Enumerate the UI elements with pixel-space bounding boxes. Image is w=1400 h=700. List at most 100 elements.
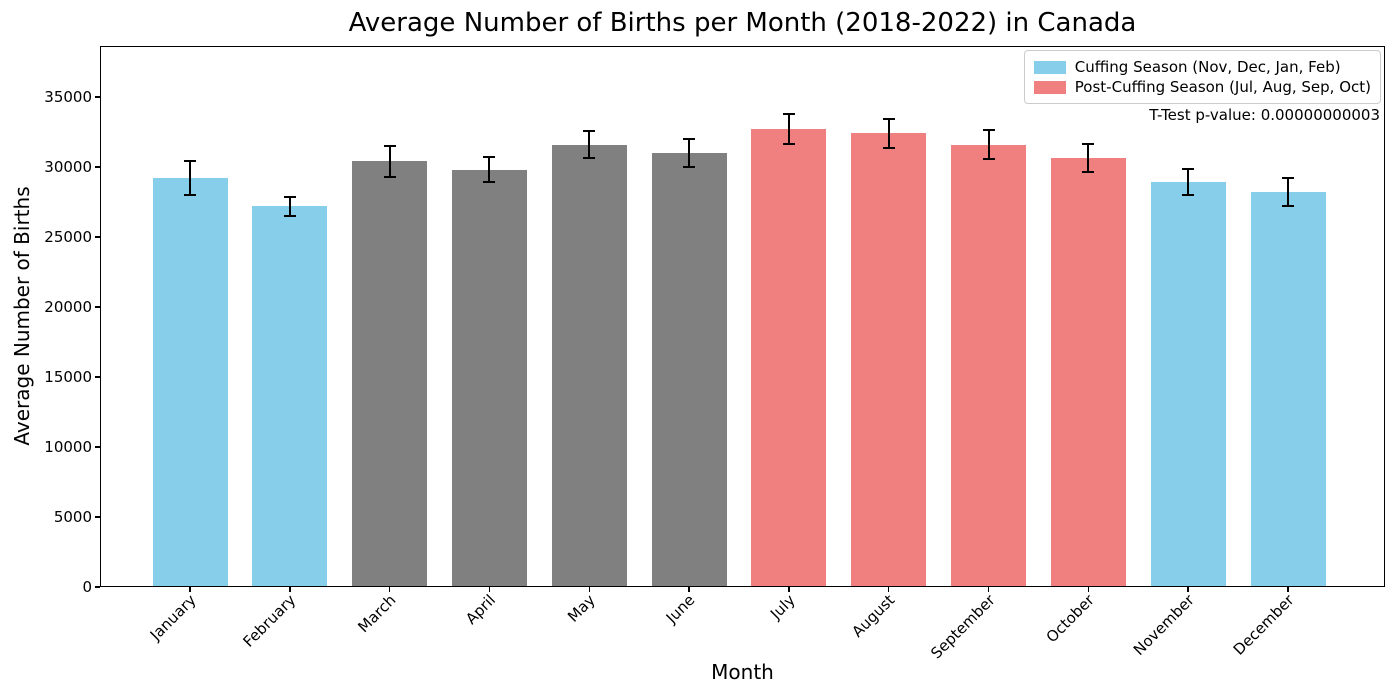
bar-august <box>851 133 927 587</box>
legend-entry-post-cuffing: Post-Cuffing Season (Jul, Aug, Sep, Oct) <box>1033 77 1371 97</box>
y-tick-label-35000: 35000 <box>44 88 92 107</box>
x-tick-mark-may <box>588 587 591 592</box>
legend-label-cuffing: Cuffing Season (Nov, Dec, Jan, Feb) <box>1074 58 1341 76</box>
x-tick-mark-march <box>388 587 391 592</box>
error-bar-cap-lower-february <box>283 214 296 217</box>
bar-may <box>551 144 627 587</box>
x-tick-mark-april <box>488 587 491 592</box>
error-bar-cap-lower-november <box>1182 194 1195 197</box>
x-tick-label-may: May <box>564 591 599 626</box>
error-bar-cap-upper-february <box>283 196 296 199</box>
bar-september <box>951 144 1027 587</box>
x-tick-label-june: June <box>662 591 699 627</box>
y-tick-mark-10000 <box>95 446 100 448</box>
x-tick-label-february: February <box>239 591 300 651</box>
y-tick-mark-15000 <box>95 376 100 378</box>
x-tick-mark-june <box>688 587 690 592</box>
y-axis-label: Average Number of Births <box>10 186 34 446</box>
error-bar-march <box>388 146 391 177</box>
legend-label-post-cuffing: Post-Cuffing Season (Jul, Aug, Sep, Oct) <box>1074 78 1371 96</box>
x-tick-mark-october <box>1087 587 1090 592</box>
error-bar-cap-lower-january <box>184 194 196 197</box>
bar-july <box>751 129 827 587</box>
x-tick-mark-january <box>189 587 191 592</box>
x-tick-label-july: July <box>766 591 799 623</box>
y-tick-label-15000: 15000 <box>44 368 92 387</box>
x-axis-label: Month <box>711 660 774 684</box>
y-tick-mark-30000 <box>95 166 100 168</box>
error-bar-cap-upper-may <box>583 129 596 132</box>
error-bar-january <box>189 161 191 196</box>
x-tick-label-september: September <box>926 591 999 663</box>
error-bar-cap-lower-september <box>982 158 995 161</box>
x-tick-label-december: December <box>1229 591 1298 659</box>
x-tick-label-november: November <box>1129 591 1198 659</box>
error-bar-cap-upper-december <box>1282 176 1294 179</box>
pvalue-annotation: T-Test p-value: 0.00000000003 <box>1149 106 1380 124</box>
error-bar-june <box>688 139 691 168</box>
error-bar-cap-upper-september <box>982 129 995 132</box>
error-bar-cap-lower-april <box>483 181 496 184</box>
error-bar-cap-lower-march <box>383 175 396 178</box>
legend-swatch-cuffing <box>1033 60 1066 74</box>
chart-title: Average Number of Births per Month (2018… <box>348 8 1137 38</box>
bar-january <box>152 178 228 587</box>
error-bar-cap-lower-may <box>583 157 596 160</box>
y-tick-label-30000: 30000 <box>44 158 92 177</box>
legend-entry-cuffing: Cuffing Season (Nov, Dec, Jan, Feb) <box>1033 57 1371 77</box>
bar-april <box>451 169 527 587</box>
y-tick-mark-5000 <box>95 516 100 518</box>
x-tick-label-march: March <box>354 591 400 637</box>
bar-march <box>352 161 428 587</box>
y-tick-label-20000: 20000 <box>44 298 92 317</box>
x-tick-label-october: October <box>1042 591 1099 647</box>
y-tick-mark-25000 <box>95 236 100 238</box>
x-tick-mark-september <box>987 587 990 592</box>
error-bar-cap-upper-march <box>383 145 396 148</box>
plot-area: January February March April May June July Augu… <box>44 46 1385 662</box>
x-tick-label-january: January <box>146 591 200 644</box>
x-tick-mark-august <box>887 587 890 592</box>
y-tick-label-5000: 5000 <box>53 508 92 526</box>
error-bar-cap-upper-october <box>1082 142 1095 145</box>
bar-october <box>1050 157 1126 587</box>
y-tick-label-0: 0 <box>82 578 92 596</box>
x-tick-mark-february <box>289 587 291 592</box>
x-tick-mark-july <box>788 587 790 592</box>
error-bar-cap-upper-november <box>1182 168 1195 171</box>
error-bar-cap-lower-july <box>782 143 795 146</box>
bar-february <box>252 206 328 587</box>
y-tick-label-25000: 25000 <box>44 228 92 247</box>
error-bar-april <box>488 157 491 183</box>
error-bar-cap-upper-january <box>184 160 196 163</box>
bar-june <box>651 153 727 587</box>
y-tick-mark-35000 <box>95 96 100 98</box>
error-bar-cap-upper-june <box>683 138 696 141</box>
error-bar-cap-upper-april <box>483 156 496 159</box>
error-bar-august <box>887 119 890 148</box>
bar-november <box>1150 182 1226 587</box>
error-bar-cap-lower-june <box>683 166 696 169</box>
error-bar-cap-upper-july <box>782 113 795 116</box>
x-tick-mark-december <box>1287 587 1289 592</box>
error-bar-september <box>987 130 990 160</box>
error-bar-october <box>1087 143 1090 173</box>
y-tick-mark-20000 <box>95 306 100 308</box>
error-bar-cap-lower-october <box>1082 171 1095 174</box>
error-bar-february <box>288 197 291 216</box>
error-bar-cap-upper-august <box>882 118 895 121</box>
error-bar-may <box>588 130 591 159</box>
error-bar-november <box>1187 169 1190 196</box>
y-tick-mark-0 <box>95 586 100 588</box>
error-bar-cap-lower-august <box>882 146 895 149</box>
error-bar-cap-lower-december <box>1282 204 1294 207</box>
x-tick-label-august: August <box>848 591 899 641</box>
x-tick-label-april: April <box>462 591 500 628</box>
bar-december <box>1250 191 1326 587</box>
error-bar-december <box>1287 177 1289 206</box>
error-bar-july <box>787 114 790 145</box>
legend-swatch-post-cuffing <box>1033 80 1066 94</box>
y-tick-label-10000: 10000 <box>44 438 92 457</box>
legend: Cuffing Season (Nov, Dec, Jan, Feb) Post… <box>1023 50 1381 104</box>
